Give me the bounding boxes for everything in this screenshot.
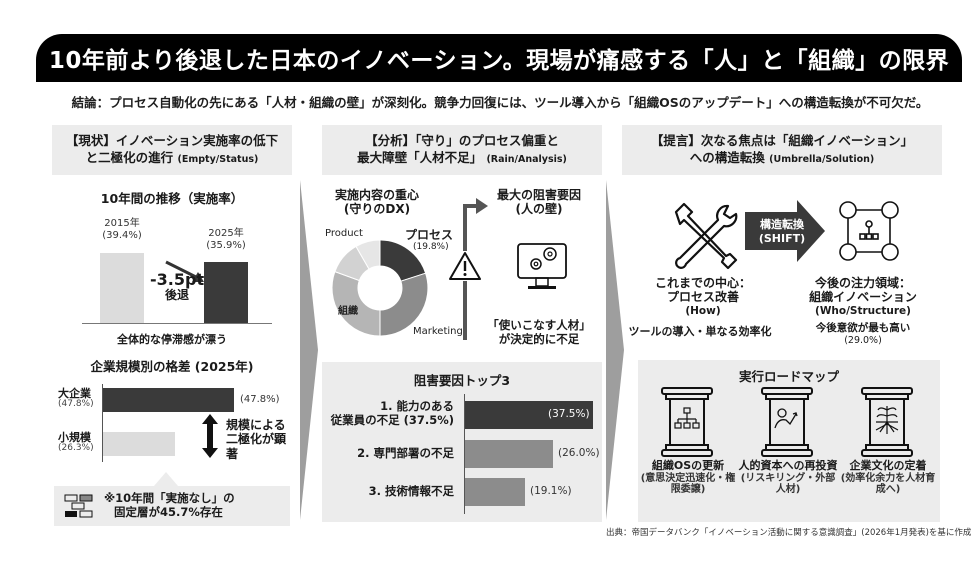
column-status: 【現状】イノベーション実施率の低下 と二極化の進行 (Empty/Status) [52,125,292,175]
layers-icon [64,494,93,518]
donut-label-marketing: Marketing [413,326,463,337]
donut-label-product: Product [325,228,363,239]
chevron-divider-icon [300,180,318,520]
column-solution: 【提言】次なる焦点は「組織イノベーション」 への構造転換 (Umbrella/S… [622,125,942,175]
small-company-bar [103,432,175,456]
wrench-tools-icon [674,202,738,270]
small-company-label: 小規模 (26.3%) [58,431,94,454]
top3-value: (37.5%) [548,408,590,420]
bar-2015 [100,253,144,323]
pillar-label: 組織OSの更新 (意思決定迅速化・権限委譲) [640,459,736,496]
top3-label: 3. 技術情報不足 [368,484,454,498]
donut-label-org: 組織 [338,306,358,317]
pillar-org-chart-icon [661,387,713,457]
column-solution-heading: 【提言】次なる焦点は「組織イノベーション」 への構造転換 (Umbrella/S… [622,125,942,175]
delta-label: -3.5pt 後退 [150,270,205,302]
bar-2025-label: 2025年 (35.9%) [206,228,246,251]
top3-label: 2. 専門部署の不足 [357,446,454,460]
future-focus-note: 今後意欲が最も高い (29.0%) [815,322,911,346]
turn-right-arrow-icon [463,198,488,214]
column-analysis-heading: 【分析】「守り」のプロセス偏重と 最大障壁「人材不足」 (Rain/Analys… [322,125,602,175]
large-company-value: (47.8%) [240,394,280,405]
top3-bar [465,440,553,468]
conclusion-subtitle: 結論：プロセス自動化の先にある「人材・組織の壁」が深刻化。競争力回復には、ツール… [71,95,929,110]
blocker-note: 「使いこなす人材」 が決定的に不足 [487,318,591,347]
top3-bar [465,401,593,429]
bar-2015-label: 2015年 (39.4%) [102,218,142,241]
bar-2025 [204,262,248,323]
gap-note: 規模による 二極化が顕著 [226,418,287,461]
double-arrow-icon [202,414,218,458]
warning-icon [448,251,482,281]
heading-line2: への構造転換 [689,150,765,165]
column-analysis: 【分析】「守り」のプロセス偏重と 最大障壁「人材不足」 (Rain/Analys… [322,125,602,175]
baseline [82,323,272,324]
heading-line2: と二極化の進行 [85,150,174,165]
monitor-gears-icon [517,243,567,289]
heading-line1: 【現状】イノベーション実施率の低下 [65,133,279,149]
axis [464,394,465,514]
shift-arrow-icon [745,200,825,262]
top3-value: (19.1%) [530,485,572,497]
large-company-bar [103,388,234,412]
pillar-growth-person-icon [761,387,813,457]
donut-chart [331,239,429,337]
callout-text: ※10年間「実施なし」の 固定層が45.7%存在 [104,491,235,519]
trend-chart: 10年間の推移（実施率） 2015年 (39.4%) 2025年 (35.9%) -… [52,188,292,346]
large-company-label: 大企業 (47.8%) [58,387,94,410]
heading-en: (Umbrella/Solution) [769,154,875,165]
down-arrow-icon [165,260,204,282]
gap-chart: 企業規模別の格差 (2025年) 大企業 (47.8%) (47.8%) 小規模(… [52,352,292,462]
roadmap-title: 実行ロードマップ [738,369,839,384]
trend-note: 全体的な停滞感が漂う [117,333,227,346]
source-note: 出典：帝国データバンク「イノベーション活動に関する意識調査」(2026年1月発表… [606,528,972,538]
roadmap-panel: 実行ロードマップ 組織OSの更新 (意思決定迅速化・権限委譲) 人的 [638,360,940,522]
shift-label: 構造転換 (SHIFT) [758,218,806,245]
donut-label-process: プロセス [405,228,454,242]
top3-title: 阻害要因トップ3 [413,373,511,388]
donut-title: 実施内容の重心 (守りのDX) [334,188,419,217]
fixed-layer-callout: ※10年間「実施なし」の 固定層が45.7%存在 [54,472,290,526]
donut-label-process-pct: (19.8%) [413,242,449,252]
heading-en: (Empty/Status) [177,154,259,165]
current-focus-note: ツールの導入・単なる効率化 [628,325,772,338]
trend-title: 10年間の推移（実施率） [100,191,244,206]
main-title: 10年前より後退した日本のイノベーション。現場が痛感する「人」と「組織」の限界 [36,34,962,82]
heading-en: (Rain/Analysis) [486,154,567,165]
blocker-title: 最大の阻害要因 (人の壁) [496,188,581,217]
top3-label: 1. 能力のある 従業員の不足 (37.5%) [330,399,454,427]
pillar-label: 企業文化の定着 (効率化余力を人材育成へ) [840,459,936,496]
heading-line1: 【提言】次なる焦点は「組織イノベーション」 [650,133,914,149]
heading-line1: 【分析】「守り」のプロセス偏重と [365,133,559,149]
pillar-label: 人的資本への再投資 (リスキリング・外部人材) [738,459,838,496]
gap-title: 企業規模別の格差 (2025年) [90,359,254,374]
pillar-tree-roots-icon [861,387,913,457]
heading-line2: 最大障壁「人材不足」 [357,150,483,165]
current-focus-label: これまでの中心： プロセス改善 (How) [654,276,751,317]
top3-chart: 阻害要因トップ3 1. 能力のある 従業員の不足 (37.5%) (37.5%) … [322,362,602,522]
axis [102,384,103,462]
column-status-heading: 【現状】イノベーション実施率の低下 と二極化の進行 (Empty/Status) [52,125,292,175]
top3-bar [465,478,525,506]
future-focus-label: 今後の注力領域： 組織イノベーション (Who/Structure) [809,276,917,317]
chevron-divider-icon [606,180,624,520]
org-network-icon [839,201,899,261]
top3-value: (26.0%) [558,447,600,459]
